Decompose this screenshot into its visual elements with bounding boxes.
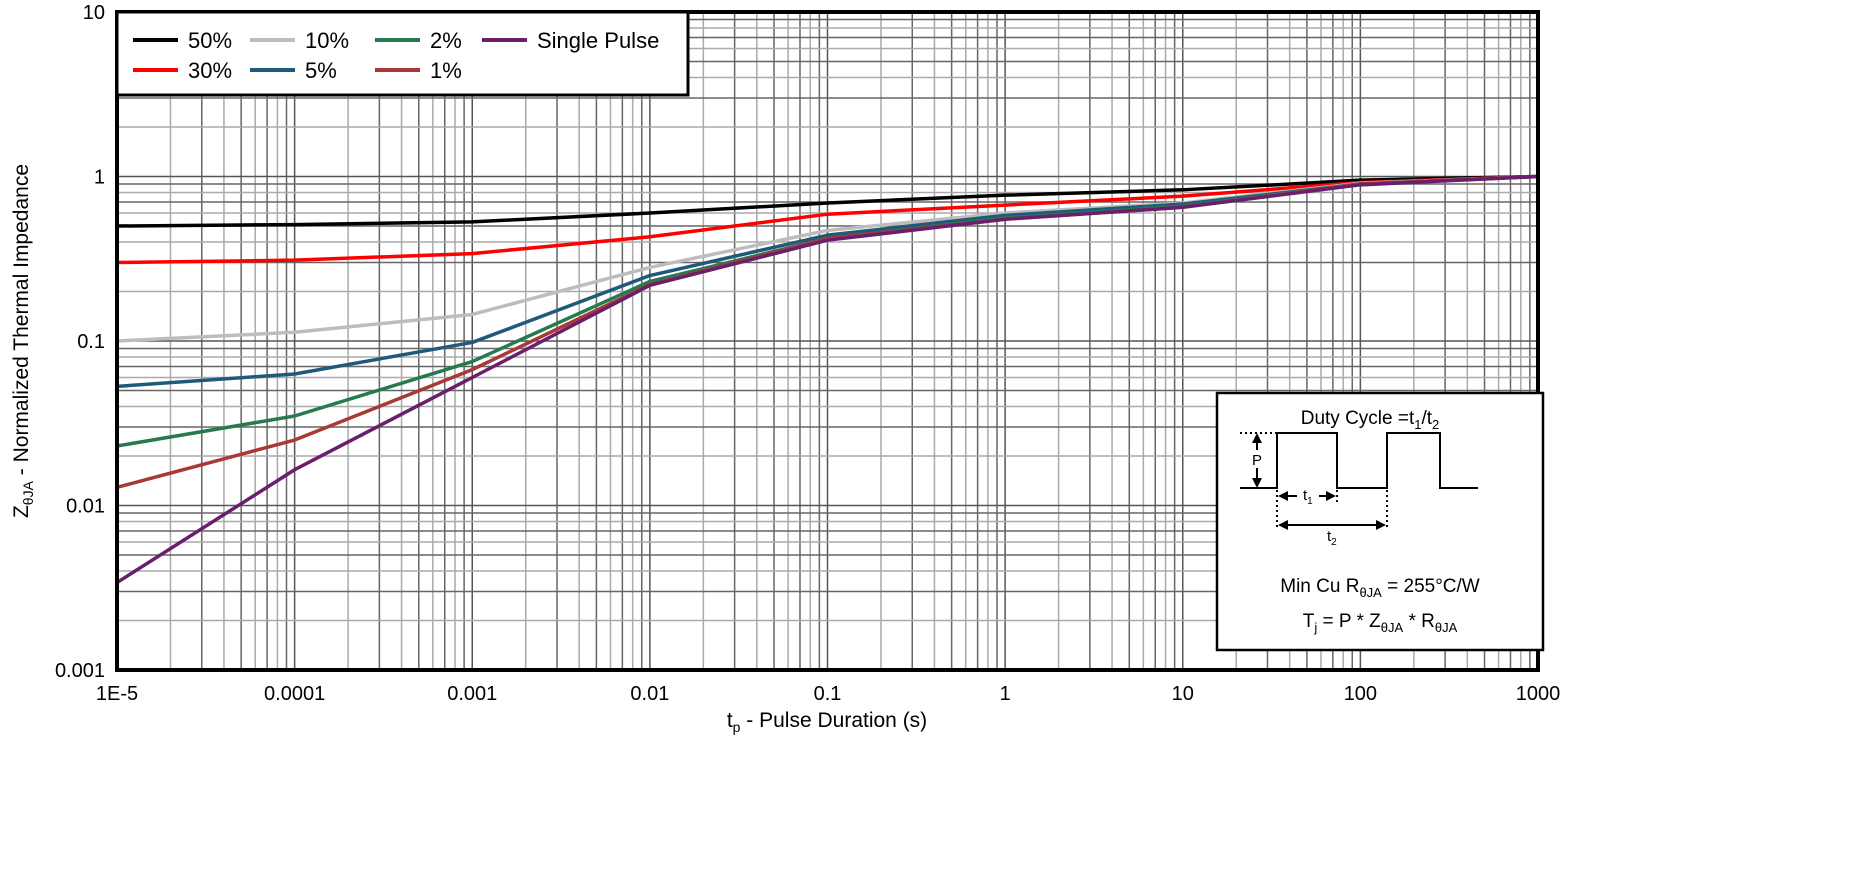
legend-item: 30%	[133, 58, 232, 83]
legend-item: 1%	[375, 58, 462, 83]
legend-label: 30%	[188, 58, 232, 83]
y-tick-label: 0.01	[66, 496, 105, 518]
x-tick-label: 1E-5	[96, 683, 138, 705]
tj-formula: Tj = P * ZθJA * RθJA	[1303, 611, 1458, 635]
legend-item: 2%	[375, 28, 462, 53]
legend-label: 2%	[430, 28, 462, 53]
legend-label: 50%	[188, 28, 232, 53]
x-tick-label: 1000	[1516, 683, 1561, 705]
legend-label: Single Pulse	[537, 28, 659, 53]
pulse-waveform	[1240, 432, 1478, 489]
y-tick-label: 1	[94, 167, 105, 189]
legend-item: Single Pulse	[482, 28, 659, 53]
x-tick-label: 1	[1000, 683, 1011, 705]
y-tick-labels: 0.001 0.01 0.1 1 10	[55, 2, 105, 682]
x-tick-label: 0.0001	[264, 683, 325, 705]
plot-frame	[115, 10, 1540, 672]
series-lines	[116, 174, 1539, 585]
legend-item: 5%	[250, 58, 337, 83]
x-tick-labels: 1E-5 0.0001 0.001 0.01 0.1 1 10 100 1000	[96, 683, 1560, 705]
x-tick-label: 0.001	[447, 683, 497, 705]
series-line-50-	[116, 174, 1539, 228]
x-tick-label: 100	[1344, 683, 1377, 705]
series-line-single-pulse	[116, 174, 1539, 585]
x-tick-label: 10	[1172, 683, 1194, 705]
rtheta-label: Min Cu RθJA = 255°C/W	[1280, 576, 1480, 600]
y-tick-label: 0.1	[77, 331, 105, 353]
t2-label: t2	[1327, 528, 1337, 548]
y-axis-title: ZθJA - Normalized Thermal Impedance	[10, 164, 36, 518]
x-tick-label: 0.1	[814, 683, 842, 705]
duty-cycle-inset: Duty Cycle =t1/t2 P t1 t2 Min Cu RθJA = …	[1215, 391, 1545, 652]
y-tick-label: 0.001	[55, 660, 105, 682]
legend-label: 5%	[305, 58, 337, 83]
legend: 50% 30% 10% 5% 2% 1% Single Pulse	[115, 10, 690, 97]
y-tick-label: 10	[83, 2, 105, 24]
p-label: P	[1252, 452, 1262, 469]
duty-cycle-label: Duty Cycle =t1/t2	[1301, 408, 1440, 432]
legend-item: 10%	[250, 28, 349, 53]
legend-label: 10%	[305, 28, 349, 53]
x-tick-label: 0.01	[630, 683, 669, 705]
x-axis-title: tp - Pulse Duration (s)	[727, 709, 927, 735]
t1-label: t1	[1303, 487, 1313, 507]
legend-label: 1%	[430, 58, 462, 83]
series-line-30-	[116, 174, 1539, 265]
legend-item: 50%	[133, 28, 232, 53]
